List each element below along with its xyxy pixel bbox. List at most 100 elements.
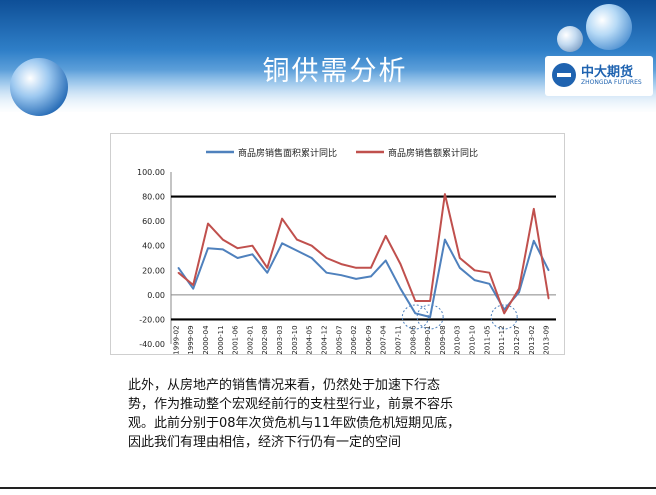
series-point xyxy=(251,244,254,247)
legend-label: 商品房销售面积累计同比 xyxy=(238,147,337,159)
series-point xyxy=(458,257,461,259)
series-point xyxy=(414,300,417,302)
series-point xyxy=(518,291,520,294)
company-logo: 中大期货 ZHONGDA FUTURES xyxy=(545,56,653,96)
series-point xyxy=(458,267,461,269)
x-tick-label: 2002-08 xyxy=(261,325,269,354)
series-point xyxy=(310,244,313,247)
x-tick-label: 2000-11 xyxy=(217,325,225,354)
x-tick-label: 1999-02 xyxy=(172,325,180,354)
sales-chart: 商品房销售面积累计同比 商品房销售额累计同比 100.00 80.00 60.00 40.… xyxy=(110,133,565,355)
x-tick-label: 2006-09 xyxy=(365,325,373,354)
series-point xyxy=(355,278,357,280)
series-point xyxy=(281,217,283,220)
y-tick-label: 80.00 xyxy=(142,193,165,202)
series-point xyxy=(384,259,387,262)
series-point xyxy=(296,238,298,241)
y-tick-label: 60.00 xyxy=(142,217,165,226)
y-tick-label: -40.00 xyxy=(139,340,165,349)
series-point xyxy=(266,267,269,269)
x-tick-label: 2007-04 xyxy=(380,325,388,355)
series-line xyxy=(177,238,550,318)
x-tick-label: 2000-04 xyxy=(202,325,210,355)
body-text: 此外，从房地产的销售情况来看，仍然处于加速下行态 势，作为推动整个宏观经前行的支… xyxy=(128,376,558,452)
series-point xyxy=(236,257,239,259)
series-point xyxy=(384,235,387,237)
x-tick-label: 1999-09 xyxy=(187,325,195,354)
body-line: 观。此前分别于08年次贷危机与11年欧债危机短期见底， xyxy=(128,416,461,431)
series-point xyxy=(399,263,402,265)
series-point xyxy=(473,269,476,272)
series-point xyxy=(355,267,357,269)
series-point xyxy=(370,267,372,269)
x-tick-label: 2009-01 xyxy=(424,325,432,354)
x-tick-label: 2013-09 xyxy=(543,325,551,354)
series-point xyxy=(296,249,298,252)
body-line: 因此我们有理由相信，经济下行仍有一定的空间 xyxy=(128,435,402,450)
annotation-circle xyxy=(416,304,444,330)
series-point xyxy=(222,238,224,241)
series-point xyxy=(518,287,520,290)
x-tick-label: 2006-02 xyxy=(350,325,358,354)
x-tick-label: 2003-10 xyxy=(291,325,299,354)
series-point xyxy=(236,247,239,249)
series-point xyxy=(429,316,431,318)
x-tick-label: 2010-03 xyxy=(454,325,462,354)
series-point xyxy=(310,257,313,259)
series-point xyxy=(444,238,446,241)
x-tick-label: 2012-07 xyxy=(513,325,521,354)
series-point xyxy=(399,287,402,290)
series-point xyxy=(547,269,550,272)
series-point xyxy=(340,263,343,265)
y-tick-label: 100.00 xyxy=(137,168,165,177)
decorative-bubble-icon xyxy=(557,26,583,52)
decorative-bubble-icon xyxy=(10,58,68,116)
x-tick-label: 2010-10 xyxy=(469,325,477,354)
series-point xyxy=(488,271,491,274)
series-point xyxy=(177,267,180,269)
series-point xyxy=(281,242,283,245)
series-line xyxy=(177,193,550,315)
decorative-bubble-icon xyxy=(586,4,632,50)
x-tick-label: 2004-12 xyxy=(320,325,328,354)
logo-icon xyxy=(552,63,576,87)
annotation-circle xyxy=(401,304,429,330)
series-point xyxy=(444,193,446,195)
y-tick-label: 0.00 xyxy=(147,291,165,300)
annotation-circle xyxy=(490,304,518,330)
series-point xyxy=(325,271,328,274)
y-tick-label: -20.00 xyxy=(139,315,165,324)
x-tick-label: 2013-02 xyxy=(528,325,536,354)
series-point xyxy=(207,222,209,225)
series-point xyxy=(414,312,417,315)
series-point xyxy=(473,279,476,281)
logo-name-en: ZHONGDA FUTURES xyxy=(581,79,642,86)
logo-name-cn: 中大期货 xyxy=(581,65,634,80)
series-point xyxy=(192,287,195,290)
x-tick-label: 2011-05 xyxy=(483,325,491,354)
x-tick-label: 2009-08 xyxy=(439,325,447,354)
series-point xyxy=(547,297,550,300)
series-point xyxy=(177,271,180,274)
series-point xyxy=(266,271,269,274)
x-tick-label: 2011-12 xyxy=(498,325,506,354)
slide-title: 铜供需分析 xyxy=(262,56,408,87)
series-point xyxy=(222,248,224,251)
x-tick-label: 2003-03 xyxy=(276,325,284,354)
series-point xyxy=(503,312,505,315)
bottom-divider xyxy=(0,487,656,489)
chart-canvas: 商品房销售面积累计同比 商品房销售额累计同比 100.00 80.00 60.00 40.… xyxy=(137,147,556,355)
x-tick-label: 2002-01 xyxy=(246,325,254,354)
legend-label: 商品房销售额累计同比 xyxy=(388,147,478,159)
series-point xyxy=(192,284,195,286)
body-line: 此外，从房地产的销售情况来看，仍然处于加速下行态 xyxy=(128,378,441,393)
series-point xyxy=(488,283,491,285)
x-tick-label: 2001-06 xyxy=(232,325,240,355)
x-tick-label: 2004-05 xyxy=(306,325,314,354)
series-point xyxy=(429,300,431,302)
y-tick-label: 20.00 xyxy=(142,266,165,275)
x-tick-label: 2005-07 xyxy=(335,325,343,354)
series-point xyxy=(370,275,372,278)
series-point xyxy=(325,257,328,259)
